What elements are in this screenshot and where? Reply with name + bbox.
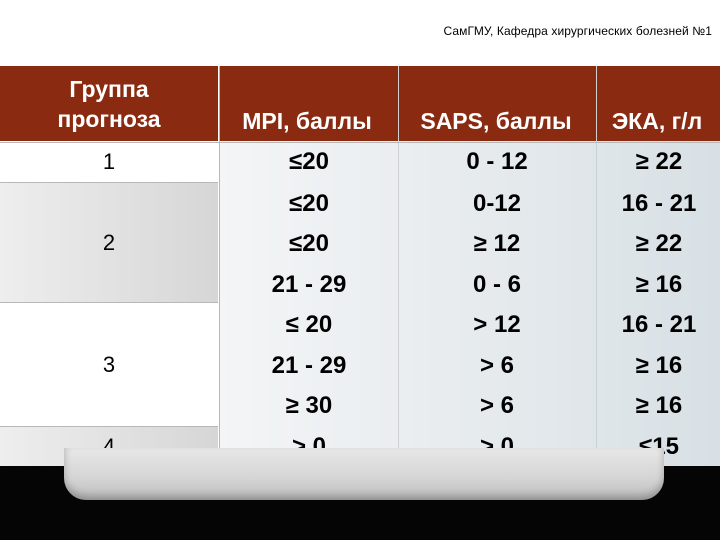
column-header-eka: ЭКА, г/л [611, 108, 703, 134]
mpi-cell: ≤20 [289, 190, 329, 217]
group-cell-1: 1 [0, 142, 218, 182]
column-divider [219, 66, 220, 466]
group-label: 1 [102, 149, 116, 174]
eka-cell: ≥ 22 [635, 148, 683, 175]
mpi-cell: 21 - 29 [271, 352, 347, 379]
saps-cell: 0-12 [472, 190, 522, 217]
saps-cell: 0 - 12 [466, 148, 528, 175]
saps-cell: > 6 [479, 392, 515, 419]
column-header-saps: SAPS, баллы [420, 108, 572, 134]
eka-cell: ≥ 22 [635, 230, 683, 257]
eka-cell: ≥ 16 [635, 392, 683, 419]
table-header-group-cell [0, 66, 218, 141]
slide-footer-panel [64, 448, 664, 500]
column-header-mpi: MPI, баллы [242, 108, 372, 134]
eka-cell: ≥ 16 [635, 271, 683, 298]
column-header-group-line1: Группа [69, 76, 149, 102]
mpi-cell: 21 - 29 [271, 271, 347, 298]
column-header-group: Группа прогноза [0, 74, 218, 134]
mpi-cell: ≥ 30 [285, 392, 333, 419]
mpi-cell: ≤ 20 [285, 311, 333, 338]
group-cell-3: 3 [0, 303, 218, 426]
saps-cell: > 6 [479, 352, 515, 379]
row-divider [0, 426, 218, 427]
saps-cell: 0 - 6 [472, 271, 522, 298]
column-header-group-line2: прогноза [57, 106, 161, 132]
eka-cell: 16 - 21 [621, 190, 697, 217]
group-label: 2 [102, 229, 116, 255]
saps-cell: > 12 [473, 311, 521, 338]
row-divider [0, 302, 218, 303]
saps-cell: ≥ 12 [473, 230, 521, 257]
group-cell-2: 2 [0, 183, 218, 302]
eka-cell: 16 - 21 [621, 311, 697, 338]
row-divider [0, 142, 720, 143]
column-divider [398, 66, 399, 466]
row-divider [0, 182, 218, 183]
column-divider [596, 66, 597, 466]
eka-cell: ≥ 16 [635, 352, 683, 379]
slide-header: СамГМУ, Кафедра хирургических болезней №… [0, 0, 720, 66]
table-header-values-cell [220, 66, 720, 141]
group-label: 3 [102, 351, 116, 377]
institution-label: СамГМУ, Кафедра хирургических болезней №… [443, 24, 712, 38]
mpi-cell: ≤20 [289, 230, 329, 257]
mpi-cell: ≤20 [289, 148, 329, 175]
